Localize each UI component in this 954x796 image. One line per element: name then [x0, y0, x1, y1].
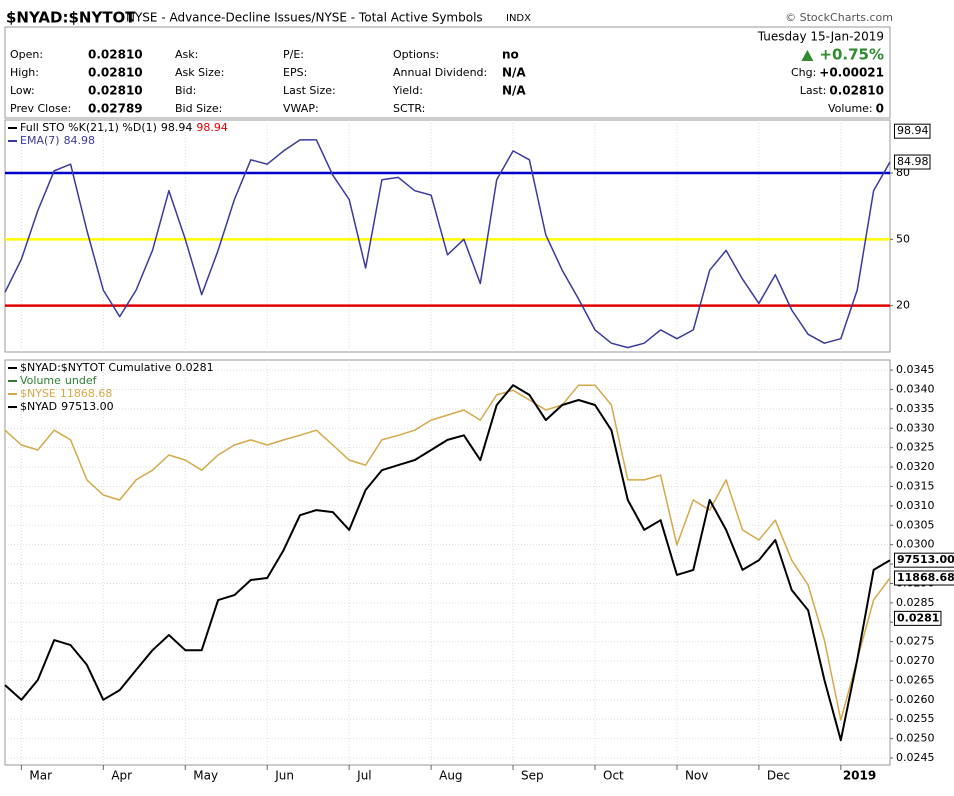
legend-text: EMA(7)	[20, 134, 60, 147]
quote-label: Ask:	[175, 48, 198, 61]
x-tick-label: Jun	[274, 769, 294, 783]
series-line	[4, 384, 891, 721]
quote-value: N/A	[502, 84, 526, 98]
quote-label: P/E:	[283, 48, 304, 61]
date: Tuesday 15-Jan-2019	[757, 30, 884, 44]
x-tick-label: Sep	[521, 769, 544, 783]
end-label-box	[894, 552, 954, 568]
legend-text: 0.0281	[175, 361, 214, 374]
quote-label: SCTR:	[393, 102, 425, 115]
quote-value: no	[502, 48, 519, 62]
x-tick-label: Oct	[603, 769, 624, 783]
x-tick-label: 2019	[843, 769, 876, 783]
end-label-box	[894, 154, 931, 170]
legend-text: Full STO %K(21,1) %D(1)	[20, 121, 157, 134]
legend-text: $NYAD:$NYTOT Cumulative	[20, 361, 171, 374]
summary-value: 0.02810	[829, 84, 884, 98]
x-tick-label: Nov	[685, 769, 708, 783]
end-label-box	[894, 123, 931, 139]
y-tick-label: 0.0345	[896, 363, 935, 376]
series-line	[4, 384, 891, 742]
summary-label: Chg:	[791, 66, 816, 79]
x-tick-label: Mar	[29, 769, 52, 783]
legend-text: 11868.68	[60, 387, 113, 400]
change-pct: +0.75%	[819, 46, 884, 64]
legend-text: 97513.00	[61, 400, 114, 413]
end-label: 84.98	[897, 155, 929, 168]
quote-value: 0.02789	[88, 102, 143, 116]
end-label-box	[894, 610, 942, 626]
end-label: 0.0281	[897, 611, 939, 624]
quote-value: 0.02810	[88, 66, 143, 80]
quote-label: Prev Close:	[10, 102, 71, 115]
legend-text: 98.94	[161, 121, 193, 134]
series-line	[4, 139, 891, 349]
quote-label: Ask Size:	[175, 66, 224, 79]
quote-value: 0.02810	[88, 84, 143, 98]
summary-value: +0.00021	[819, 66, 884, 80]
end-label: 98.94	[897, 124, 929, 137]
end-label: 97513.00	[897, 553, 954, 566]
legend-text: undef	[65, 374, 98, 387]
upper-panel	[4, 119, 891, 353]
x-tick-label: Apr	[111, 769, 132, 783]
quote-label: Yield:	[392, 84, 423, 97]
y-tick-label: 0.0245	[896, 751, 935, 764]
y-tick-label: 0.0305	[896, 518, 935, 531]
x-tick-label: May	[193, 769, 218, 783]
quote-label: High:	[10, 66, 39, 79]
quote-label: EPS:	[283, 66, 307, 79]
quote-label: Annual Dividend:	[393, 66, 487, 79]
up-arrow	[801, 50, 814, 61]
y-tick-label: 0.0340	[896, 382, 935, 395]
y-tick-label: 20	[896, 299, 910, 312]
quote-label: VWAP:	[283, 102, 319, 115]
quote-label: Last Size:	[283, 84, 336, 97]
y-tick-label: 0.0285	[896, 596, 935, 609]
description: NYSE - Advance-Decline Issues/NYSE - Tot…	[126, 11, 483, 25]
quote-label: Bid:	[175, 84, 196, 97]
y-tick-label: 0.0275	[896, 635, 935, 648]
quote-box	[4, 26, 891, 119]
quote-label: Bid Size:	[175, 102, 222, 115]
x-tick-label: Dec	[767, 769, 790, 783]
y-tick-label: 0.0250	[896, 732, 935, 745]
y-tick-label: 0.0260	[896, 693, 935, 706]
quote-value: N/A	[502, 66, 526, 80]
y-tick-label: 0.0265	[896, 673, 935, 686]
summary-label: Last:	[800, 84, 827, 97]
y-tick-label: 0.0300	[896, 538, 935, 551]
quote-label: Open:	[10, 48, 43, 61]
y-tick-label: 0.0315	[896, 479, 935, 492]
symbol: $NYAD:$NYTOT	[6, 9, 136, 27]
legend-text: Volume	[20, 374, 61, 387]
y-tick-label: 50	[896, 232, 910, 245]
legend-text: $NYAD	[20, 400, 57, 413]
end-label: 11868.68	[897, 571, 954, 584]
quote-label: Options:	[393, 48, 439, 61]
exchange: INDX	[506, 13, 531, 24]
source: © StockCharts.com	[785, 11, 893, 24]
summary-label: Volume:	[828, 102, 873, 115]
legend-text: 84.98	[64, 134, 96, 147]
y-tick-label: 0.0325	[896, 441, 935, 454]
x-tick-label: Aug	[439, 769, 462, 783]
y-tick-label: 0.0255	[896, 712, 935, 725]
quote-value: 0.02810	[88, 48, 143, 62]
y-tick-label: 0.0330	[896, 421, 935, 434]
legend-text: $NYSE	[20, 387, 56, 400]
legend-text: 98.94	[196, 121, 228, 134]
x-tick-label: Jul	[356, 769, 371, 783]
end-label-box	[894, 570, 954, 586]
summary-value: 0	[876, 102, 884, 116]
y-tick-label: 0.0310	[896, 499, 935, 512]
y-tick-label: 0.0335	[896, 402, 935, 415]
y-tick-label: 0.0270	[896, 654, 935, 667]
quote-label: Low:	[10, 84, 35, 97]
lower-panel	[4, 359, 891, 766]
y-tick-label: 0.0320	[896, 460, 935, 473]
